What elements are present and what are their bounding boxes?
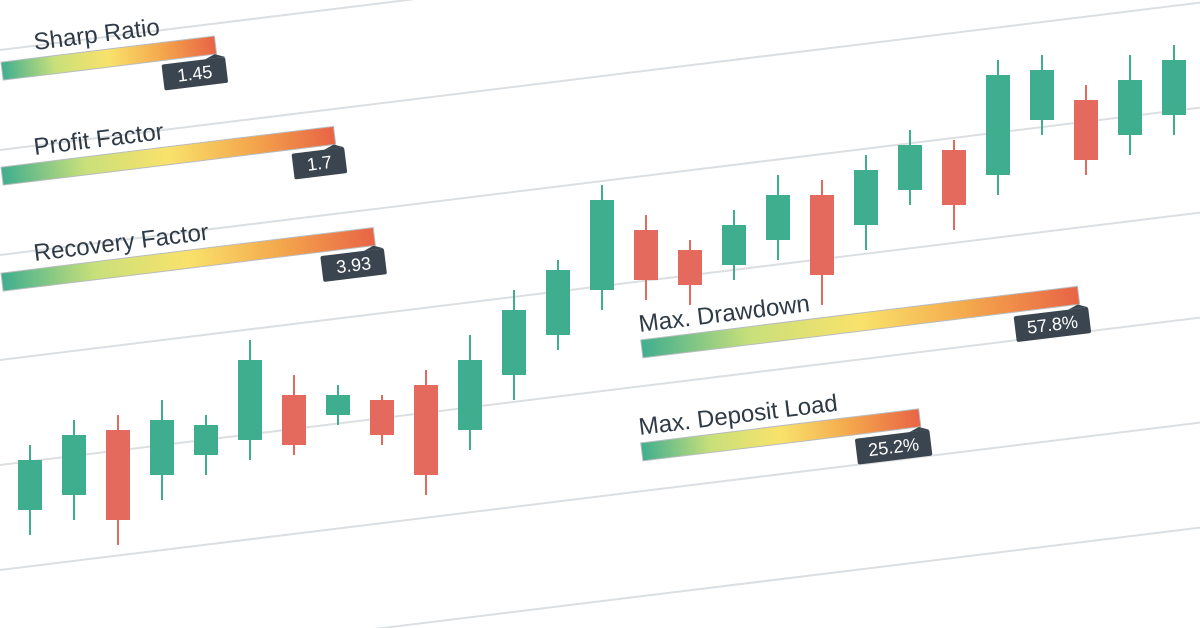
candle xyxy=(942,140,966,230)
candle xyxy=(590,185,614,310)
metric-recovery-factor: Recovery Factor3.93 xyxy=(0,198,387,321)
candle xyxy=(986,60,1010,195)
candle xyxy=(766,175,790,260)
chart-svg: Sharp Ratio1.45Profit Factor1.7Recovery … xyxy=(0,0,1200,628)
candle xyxy=(1162,45,1186,135)
metric-bars: Sharp Ratio1.45Profit Factor1.7Recovery … xyxy=(0,6,1091,490)
candle xyxy=(546,260,570,350)
candle xyxy=(458,335,482,450)
metric-value: 1.45 xyxy=(176,62,213,86)
trading-metrics-infographic: Sharp Ratio1.45Profit Factor1.7Recovery … xyxy=(0,0,1200,628)
candle xyxy=(502,290,526,400)
candle xyxy=(414,370,438,495)
candle xyxy=(106,415,130,545)
metric-value: 1.7 xyxy=(306,152,333,175)
candle xyxy=(194,415,218,475)
candle xyxy=(1118,55,1142,155)
candle xyxy=(326,385,350,425)
candle xyxy=(238,340,262,460)
candle xyxy=(810,180,834,305)
candle xyxy=(634,215,658,300)
candle xyxy=(370,395,394,445)
candle xyxy=(678,240,702,305)
diagonal-gridlines xyxy=(0,0,1200,628)
candle xyxy=(150,400,174,500)
candle xyxy=(1074,85,1098,175)
candle xyxy=(62,420,86,520)
metric-sharp-ratio: Sharp Ratio1.45 xyxy=(0,6,228,110)
metric-value: 3.93 xyxy=(335,253,372,277)
metric-max-drawdown: Max. Drawdown57.8% xyxy=(637,257,1091,388)
candle xyxy=(282,375,306,455)
candle xyxy=(1030,55,1054,135)
candle xyxy=(18,445,42,535)
candle xyxy=(854,155,878,250)
